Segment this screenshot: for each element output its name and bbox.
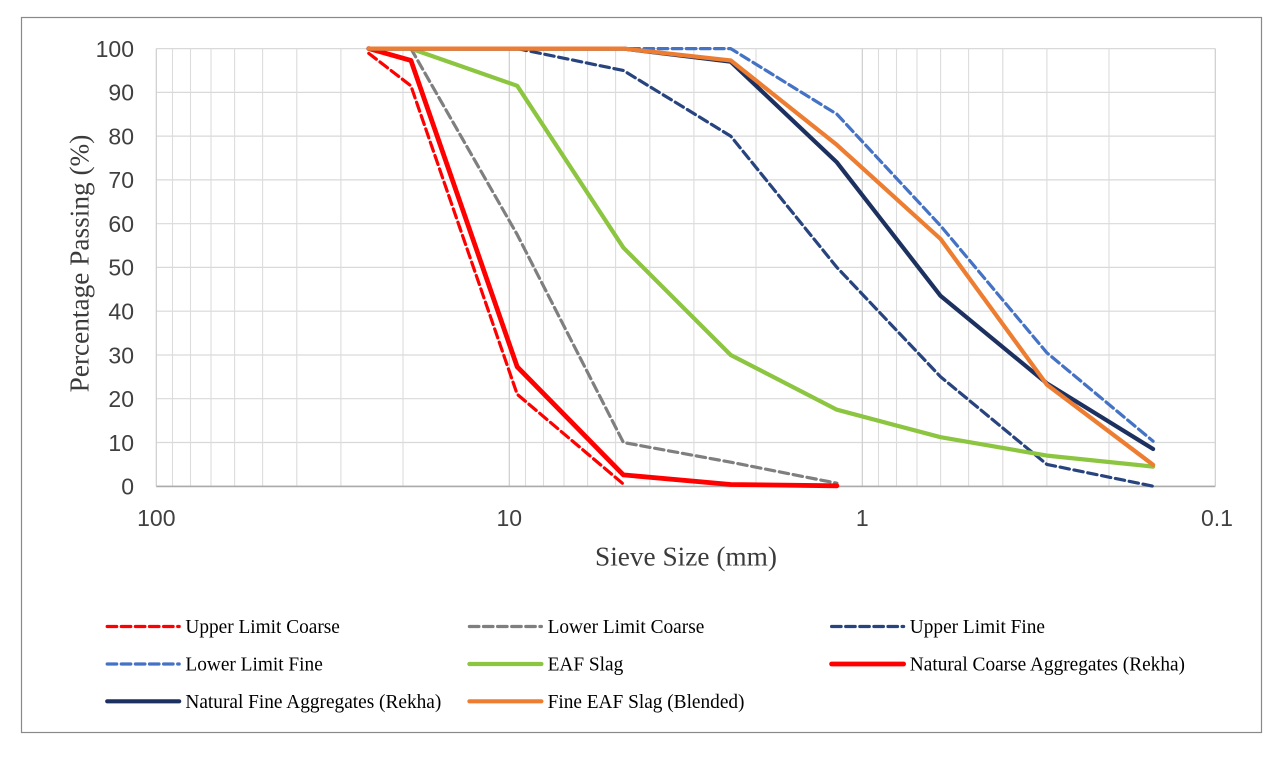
svg-text:30: 30: [108, 342, 134, 368]
svg-text:100: 100: [137, 505, 175, 531]
svg-text:40: 40: [108, 299, 134, 325]
svg-text:90: 90: [108, 80, 134, 106]
svg-text:Upper Limit Fine: Upper Limit Fine: [910, 616, 1045, 638]
svg-text:60: 60: [108, 211, 134, 237]
svg-text:Lower Limit Fine: Lower Limit Fine: [185, 654, 323, 676]
svg-text:Natural Coarse Aggregates (Rek: Natural Coarse Aggregates (Rekha): [910, 654, 1185, 676]
svg-text:Upper Limit Coarse: Upper Limit Coarse: [185, 616, 340, 638]
svg-text:Natural Fine Aggregates (Rekha: Natural Fine Aggregates (Rekha): [185, 691, 441, 713]
svg-text:70: 70: [108, 167, 134, 193]
svg-text:20: 20: [108, 386, 134, 412]
svg-text:0.1: 0.1: [1201, 505, 1233, 531]
svg-text:Sieve Size (mm): Sieve Size (mm): [595, 542, 777, 572]
svg-text:1: 1: [856, 505, 869, 531]
svg-text:80: 80: [108, 123, 134, 149]
svg-text:Fine EAF Slag (Blended): Fine EAF Slag (Blended): [548, 691, 745, 713]
svg-text:Lower Limit Coarse: Lower Limit Coarse: [548, 616, 705, 638]
svg-text:Percentage Passing (%): Percentage Passing (%): [65, 135, 95, 393]
svg-text:50: 50: [108, 255, 134, 281]
svg-text:100: 100: [96, 36, 134, 62]
svg-text:0: 0: [121, 474, 134, 500]
svg-text:10: 10: [108, 430, 134, 456]
svg-text:EAF Slag: EAF Slag: [548, 654, 624, 676]
svg-text:10: 10: [497, 505, 523, 531]
